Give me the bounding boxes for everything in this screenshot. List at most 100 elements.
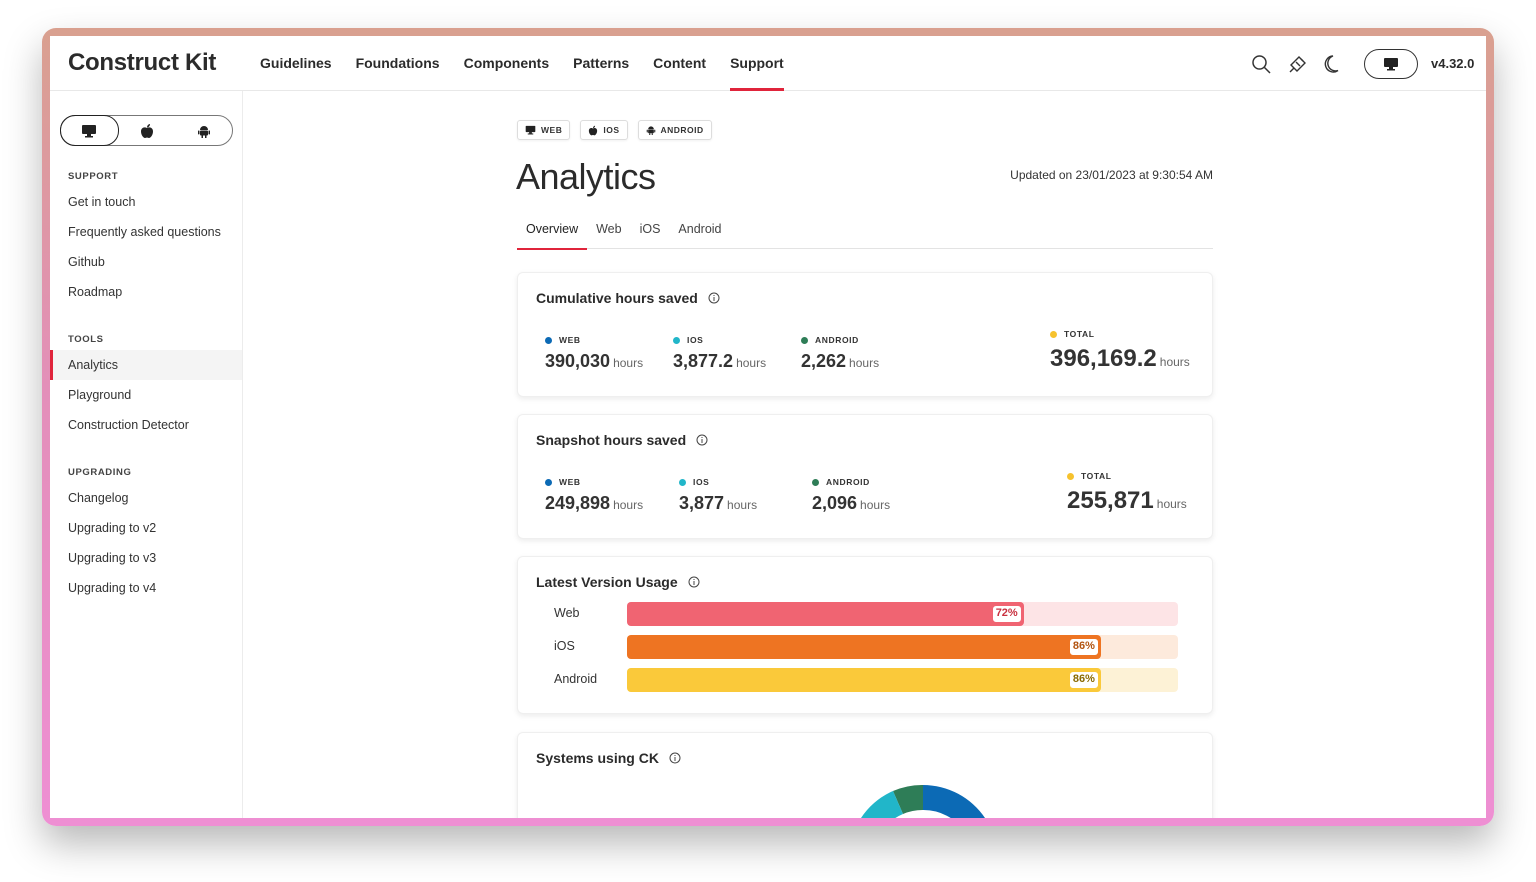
nav-content[interactable]: Content [653,55,707,71]
usage-ios-track: 86% [627,635,1178,659]
monitor-icon [82,124,97,137]
usage-web-track: 72% [627,602,1178,626]
donut-slice-android [893,785,923,814]
sidebar-item-roadmap[interactable]: Roadmap [68,285,123,299]
total-dot [1067,472,1074,480]
sidebar-item-upgrading-v4[interactable]: Upgrading to v4 [68,581,157,595]
snapshot-card-title: Snapshot hours saved [536,432,708,448]
android-dot [812,478,819,486]
chip-android-label: ANDROID [660,125,704,135]
stat-ios-value: 3,877.2 [673,351,734,371]
snapshot-ios-unit: hours [727,498,758,512]
tab-ios[interactable]: iOS [639,222,661,236]
stat-ios: IOS 3,877.2 hours [673,335,766,372]
sidebar-item-upgrading-v2[interactable]: Upgrading to v2 [68,521,157,535]
android-icon [197,125,210,138]
sidebar: SUPPORT Get in touch Frequently asked qu… [50,91,243,818]
cumulative-title-text: Cumulative hours saved [536,290,698,306]
monitor-icon [525,125,536,135]
snapshot-android-unit: hours [860,498,891,512]
chip-ios-label: IOS [603,125,620,135]
monitor-icon [1384,58,1398,71]
snapshot-title-text: Snapshot hours saved [536,432,687,448]
cumulative-card-title: Cumulative hours saved [536,290,720,306]
main-nav: Guidelines Foundations Components Patter… [260,36,808,91]
sidebar-item-upgrading-v3[interactable]: Upgrading to v3 [68,551,157,565]
systems-using-ck-card: Systems using CK [517,732,1213,818]
usage-android-fill: 86% [627,668,1101,692]
stat-android-label: ANDROID [815,335,859,345]
systems-card-title: Systems using CK [536,750,681,766]
stat-android: ANDROID 2,262 hours [801,335,879,372]
stat-total-unit: hours [1159,355,1190,369]
stat-total: TOTAL 396,169.2 hours [1050,329,1190,373]
usage-ios-fill: 86% [627,635,1101,659]
stat-web-unit: hours [613,356,644,370]
version-label[interactable]: v4.32.0 [1431,56,1475,71]
info-icon[interactable] [696,434,708,446]
chip-web-label: WEB [541,125,563,135]
nav-foundations[interactable]: Foundations [355,55,440,71]
stat-web: WEB 390,030 hours [545,335,643,372]
sidebar-item-get-in-touch[interactable]: Get in touch [68,195,136,209]
device-toggle-button[interactable] [1364,49,1418,79]
platform-chips: WEB IOS ANDROID [517,120,722,140]
sidebar-item-analytics[interactable]: Analytics [50,350,242,380]
platform-ios-button[interactable] [119,116,176,145]
latest-version-usage-card: Latest Version Usage Web 72% iOS 86% And… [517,556,1213,714]
tab-web[interactable]: Web [596,222,622,236]
nav-patterns[interactable]: Patterns [573,55,630,71]
donut-slice-web [923,785,985,818]
info-icon[interactable] [688,576,700,588]
snapshot-web-value: 249,898 [545,493,611,513]
sidebar-item-faq[interactable]: Frequently asked questions [68,225,221,239]
nav-components[interactable]: Components [463,55,550,71]
info-icon[interactable] [708,292,720,304]
sidebar-item-construction-detector[interactable]: Construction Detector [68,418,189,432]
stat-android-value: 2,262 [801,351,847,371]
snapshot-total-value: 255,871 [1067,487,1154,514]
sidebar-item-github[interactable]: Github [68,255,105,269]
snapshot-android-label: ANDROID [826,477,870,487]
usage-web-fill: 72% [627,602,1024,626]
platform-toggle [60,115,233,146]
sidebar-section-support: SUPPORT [68,171,119,182]
tab-android[interactable]: Android [678,222,722,236]
usage-web-label: Web [554,606,580,620]
snapshot-ios-value: 3,877 [679,493,725,513]
snapshot-stat-total: TOTAL 255,871 hours [1067,471,1187,515]
search-icon[interactable] [1250,53,1272,75]
total-dot [1050,330,1057,338]
stat-web-label: WEB [559,335,581,345]
sidebar-section-tools: TOOLS [68,334,104,345]
updated-timestamp: Updated on 23/01/2023 at 9:30:54 AM [1010,168,1213,182]
moon-icon[interactable] [1323,53,1345,75]
page-title: Analytics [516,156,656,197]
sidebar-section-upgrading: UPGRADING [68,467,132,478]
platform-web-button[interactable] [60,115,119,146]
nav-guidelines[interactable]: Guidelines [260,55,332,71]
snapshot-web-label: WEB [559,477,581,487]
ios-dot [673,336,680,344]
brand-logo[interactable]: Construct Kit [68,49,217,76]
snapshot-web-unit: hours [613,498,644,512]
sidebar-item-changelog[interactable]: Changelog [68,491,129,505]
top-header: Construct Kit Guidelines Foundations Com… [50,36,1486,91]
stat-total-value: 396,169.2 [1050,345,1157,372]
nav-support[interactable]: Support [730,36,784,91]
ios-dot [679,478,686,486]
usage-web-pct: 72% [991,605,1022,623]
snapshot-total-label: TOTAL [1081,471,1112,481]
usage-title-text: Latest Version Usage [536,574,678,590]
brush-icon[interactable] [1287,53,1309,75]
stat-ios-label: IOS [687,335,704,345]
web-dot [545,336,552,344]
sidebar-item-playground[interactable]: Playground [68,388,132,402]
tab-overview[interactable]: Overview [517,212,588,250]
platform-android-button[interactable] [175,116,232,145]
analytics-tabs: Overview Web iOS Android [517,212,1213,250]
info-icon[interactable] [669,752,681,764]
snapshot-hours-card: Snapshot hours saved WEB 249,898 hours IO… [517,414,1213,539]
cumulative-hours-card: Cumulative hours saved WEB 390,030 hours … [517,272,1213,397]
apple-icon [589,125,598,135]
